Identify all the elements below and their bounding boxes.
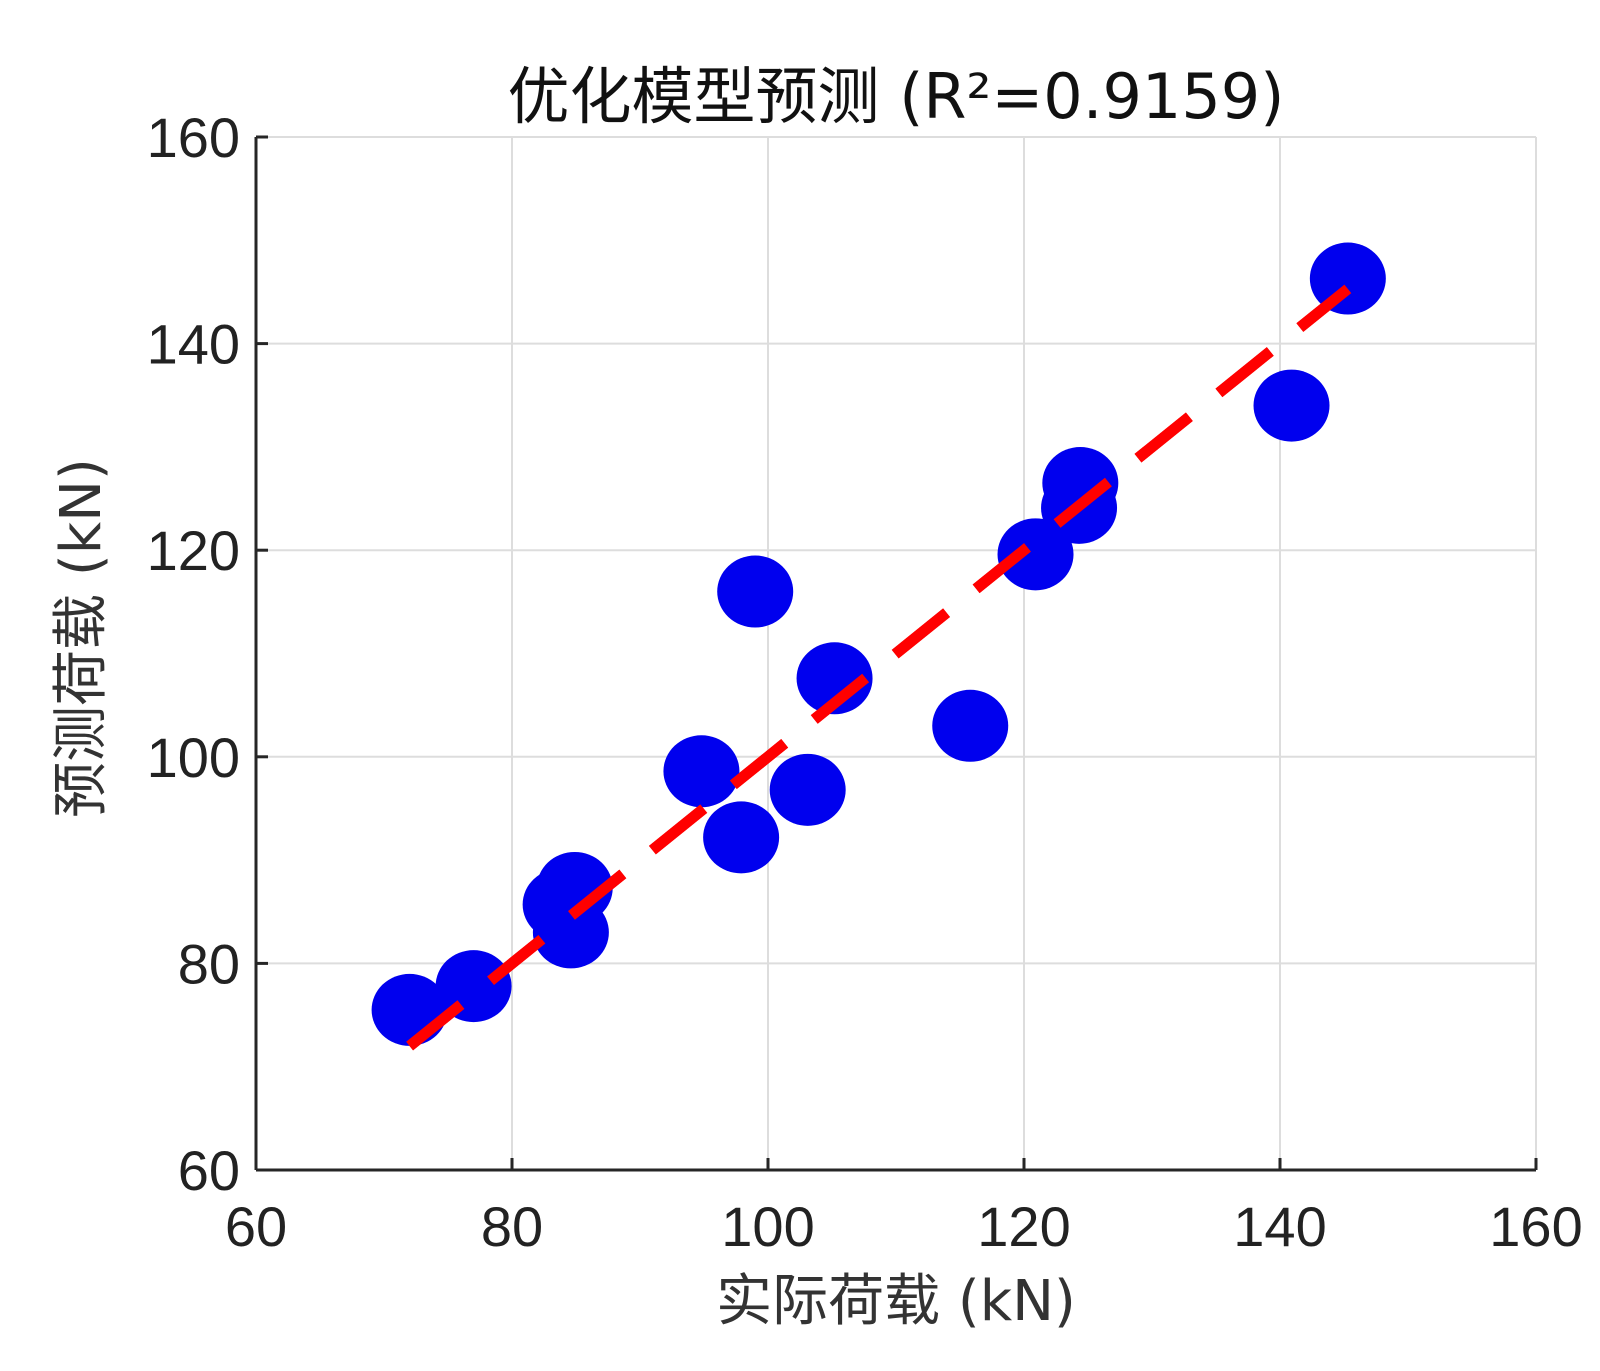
data-point-9 [796,642,873,715]
chart-title: 优化模型预测 (R²=0.9159) [508,60,1285,133]
y-tick-label-3: 120 [147,519,240,582]
y-axis-label: 预测荷载 (kN) [49,458,114,818]
data-point-11 [997,518,1074,591]
data-point-6 [703,801,780,874]
data-point-4 [532,896,609,969]
x-axis-label: 实际荷载 (kN) [716,1269,1076,1334]
data-point-14 [1253,369,1330,442]
data-point-15 [1309,242,1386,315]
data-point-8 [769,753,846,826]
y-tick-label-4: 140 [147,313,240,376]
data-point-7 [717,555,794,628]
x-tick-label-2: 100 [721,1195,814,1258]
data-point-10 [932,689,1009,762]
reference-line-overlay [406,284,1352,1051]
x-tick-label-1: 80 [481,1195,543,1258]
data-points [371,242,1386,1051]
y-tick-label-0: 60 [178,1139,240,1202]
data-point-13 [1042,447,1119,520]
tick-labels: 60 80 100 120 140 160 60 80 100 120 140 160 [147,106,1583,1258]
y-tick-label-2: 100 [147,726,240,789]
x-tick-label-0: 60 [225,1195,287,1258]
x-tick-label-5: 160 [1489,1195,1582,1258]
x-tick-label-4: 140 [1233,1195,1326,1258]
axes [254,135,1538,1172]
y-tick-label-5: 160 [147,106,240,169]
y-tick-label-1: 80 [178,932,240,995]
x-tick-label-3: 120 [977,1195,1070,1258]
data-point-5 [663,735,740,808]
